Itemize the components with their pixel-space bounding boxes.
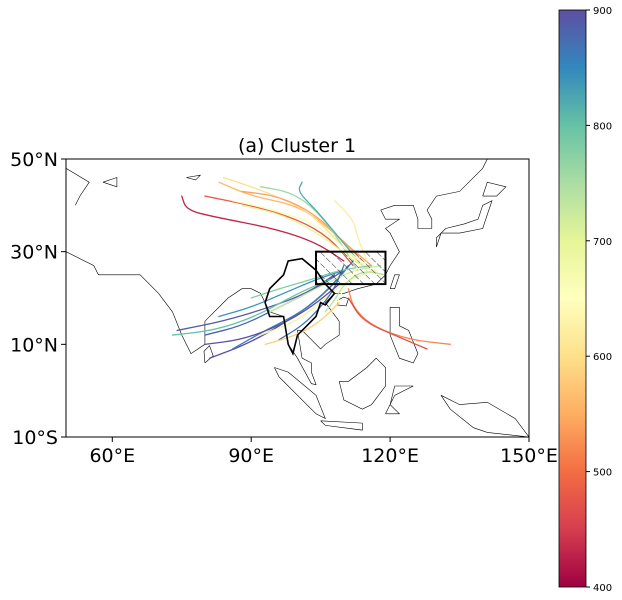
trajectory-line xyxy=(176,274,336,332)
coastline xyxy=(203,345,214,364)
trajectory-line xyxy=(218,269,345,318)
colorbar-tick-label: 800 xyxy=(593,121,612,132)
map-area xyxy=(66,159,529,437)
colorbar-tick-label: 500 xyxy=(593,468,612,479)
coastline xyxy=(338,357,386,410)
coastline xyxy=(482,181,507,197)
coastline xyxy=(66,159,488,385)
trajectory-line xyxy=(259,186,359,271)
trajectory-line xyxy=(347,297,428,350)
x-tick-label: 90°E xyxy=(228,445,274,467)
map-frame xyxy=(65,158,530,438)
trajectory-line xyxy=(181,195,345,262)
map-title: (a) Cluster 1 xyxy=(238,135,356,157)
colorbar-tick-label: 900 xyxy=(593,6,612,17)
trajectory-line xyxy=(204,195,354,267)
coastline xyxy=(440,395,529,437)
target-box xyxy=(315,250,387,286)
coastline xyxy=(385,385,414,415)
colorbar-tick-label: 400 xyxy=(593,583,612,594)
x-tick-label: 120°E xyxy=(361,445,419,467)
region-boundary xyxy=(264,257,336,356)
y-axis-ticks: 50°N 30°N 10°N 10°S xyxy=(10,149,66,449)
x-tick-label: 60°E xyxy=(89,445,135,467)
trajectory-line xyxy=(298,181,363,267)
trajectory-line xyxy=(333,200,368,262)
x-axis-ticks: 60°E 90°E 120°E 150°E xyxy=(89,437,558,467)
trajectory-line xyxy=(204,283,340,345)
x-tick-label: 150°E xyxy=(500,445,558,467)
coastline xyxy=(66,168,90,206)
coastline xyxy=(102,177,118,188)
y-tick-label: 30°N xyxy=(10,242,58,264)
trajectory-line xyxy=(232,200,377,276)
colorbar-tick-label: 600 xyxy=(593,352,612,363)
y-tick-label: 10°S xyxy=(12,427,58,449)
y-tick-label: 50°N xyxy=(10,149,58,171)
coastline xyxy=(320,420,363,431)
coastline xyxy=(436,200,493,248)
coastline xyxy=(274,367,326,420)
coastline xyxy=(389,307,419,364)
y-tick-label: 10°N xyxy=(10,334,58,356)
colorbar-tick-label: 700 xyxy=(593,237,612,248)
trajectory-line xyxy=(171,278,331,336)
trajectory-line xyxy=(218,181,363,262)
colorbar-ticks: 400 500 600 700 800 900 xyxy=(586,6,612,594)
coastlines xyxy=(66,159,529,437)
coastline xyxy=(389,274,400,289)
colorbar xyxy=(558,9,587,588)
coastline xyxy=(186,174,202,181)
